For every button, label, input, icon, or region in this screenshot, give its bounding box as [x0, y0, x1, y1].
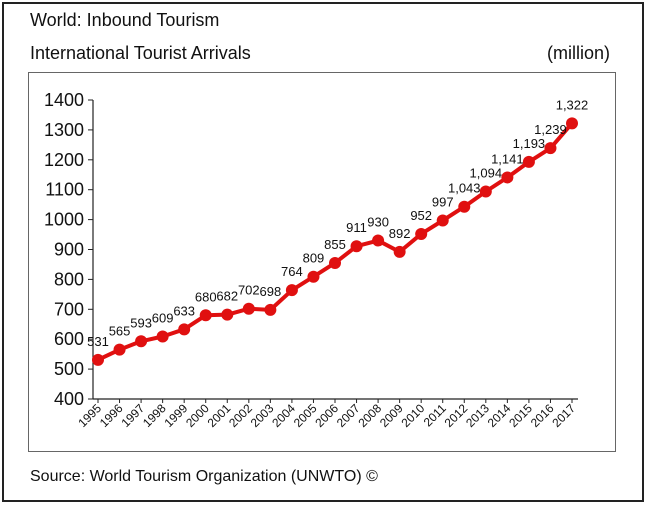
- chart-subtitle: International Tourist Arrivals: [30, 43, 251, 63]
- x-tick-label: 2011: [421, 401, 449, 429]
- x-tick-label: 1998: [140, 401, 169, 430]
- data-point: [393, 245, 406, 258]
- data-point: [522, 155, 535, 168]
- y-tick-label: 800: [54, 269, 84, 289]
- data-label: 682: [216, 289, 238, 304]
- chart-frame: [2, 2, 644, 502]
- data-point: [415, 227, 428, 240]
- data-point: [221, 308, 234, 321]
- data-label: 531: [87, 334, 109, 349]
- data-label: 764: [281, 264, 303, 279]
- data-label: 633: [173, 303, 195, 318]
- y-tick-label: 1200: [44, 150, 84, 170]
- chart-title: World: Inbound Tourism: [30, 10, 220, 30]
- x-tick-label: 2003: [248, 401, 277, 430]
- data-label: 565: [109, 324, 131, 339]
- data-label: 1,193: [513, 136, 546, 151]
- y-tick-label: 1300: [44, 120, 84, 140]
- x-tick-label: 2010: [399, 401, 428, 430]
- x-tick-label: 2000: [183, 401, 212, 430]
- data-label: 1,141: [491, 151, 524, 166]
- x-tick-label: 2006: [312, 401, 341, 430]
- plot-area: [28, 72, 616, 452]
- x-tick-label: 2002: [226, 401, 255, 430]
- data-label: 698: [260, 284, 282, 299]
- data-point: [285, 284, 298, 297]
- data-label: 911: [346, 220, 367, 235]
- data-point: [199, 309, 212, 322]
- x-tick-label: 1999: [162, 401, 191, 430]
- x-tick-label: 2012: [442, 401, 471, 430]
- data-label: 1,043: [448, 181, 481, 196]
- data-point: [113, 343, 126, 356]
- data-label: 609: [152, 311, 174, 326]
- y-tick-label: 1100: [45, 180, 84, 200]
- x-tick-label: 2013: [463, 401, 492, 430]
- x-tick-label: 2004: [269, 401, 298, 430]
- x-tick-label: 2009: [377, 401, 406, 430]
- y-tick-label: 400: [54, 389, 84, 409]
- data-point: [92, 353, 104, 366]
- data-point: [458, 200, 471, 213]
- data-point: [156, 330, 169, 343]
- data-point: [436, 214, 449, 227]
- data-label: 702: [238, 283, 260, 298]
- x-tick-label: 2007: [334, 401, 363, 430]
- x-tick-label: 1997: [118, 401, 147, 430]
- data-point: [479, 185, 492, 198]
- data-point: [264, 303, 277, 316]
- data-point: [135, 335, 148, 348]
- data-label: 952: [410, 208, 432, 223]
- data-point: [350, 240, 363, 253]
- x-tick-label: 2016: [528, 401, 557, 430]
- y-tick-label: 600: [54, 329, 84, 349]
- x-tick-label: 2015: [506, 401, 535, 430]
- data-point: [544, 142, 557, 155]
- data-label: 680: [195, 289, 217, 304]
- data-point: [178, 323, 191, 336]
- data-label: 1,322: [556, 97, 589, 112]
- data-point: [307, 270, 320, 283]
- y-tick-label: 500: [54, 359, 84, 379]
- unit-label: (million): [547, 43, 610, 63]
- data-label: 930: [367, 215, 389, 230]
- x-tick-label: 2017: [549, 401, 578, 430]
- data-label: 593: [130, 315, 152, 330]
- data-point: [566, 117, 578, 130]
- x-tick-label: 1996: [97, 401, 126, 430]
- data-point: [242, 302, 255, 315]
- y-tick-label: 900: [54, 240, 84, 260]
- data-point: [329, 256, 341, 269]
- data-label: 1,094: [470, 165, 503, 180]
- data-label: 892: [389, 226, 411, 241]
- source-note: Source: World Tourism Organization (UNWT…: [30, 468, 378, 485]
- y-tick-label: 1000: [44, 210, 84, 230]
- data-label: 997: [432, 194, 454, 209]
- data-label: 855: [324, 237, 346, 252]
- data-label: 809: [303, 251, 325, 266]
- data-point: [372, 234, 385, 247]
- x-tick-label: 2001: [205, 401, 234, 430]
- data-label: 1,239: [534, 122, 567, 137]
- data-point: [501, 171, 514, 184]
- y-tick-label: 1400: [44, 90, 84, 110]
- x-tick-label: 2005: [291, 401, 320, 430]
- x-tick-label: 2014: [485, 401, 514, 430]
- y-tick-label: 700: [54, 299, 84, 319]
- x-tick-label: 2008: [355, 401, 384, 430]
